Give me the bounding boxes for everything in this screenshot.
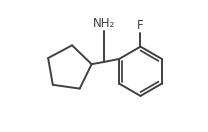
Text: NH₂: NH₂ [92,17,115,30]
Text: F: F [137,19,144,32]
